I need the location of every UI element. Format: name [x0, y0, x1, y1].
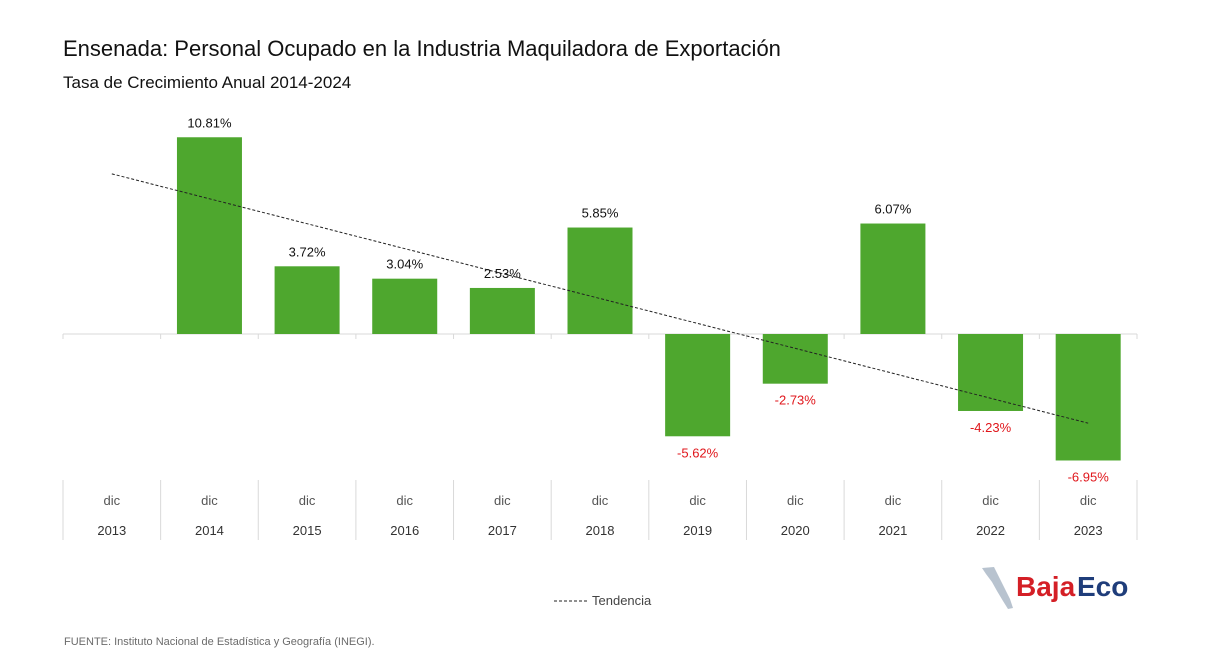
source-note: FUENTE: Instituto Nacional de Estadístic…: [64, 636, 375, 648]
data-label-2014: 10.81%: [187, 115, 232, 130]
data-label-2016: 3.04%: [386, 257, 423, 272]
category-year-label: 2013: [97, 523, 126, 538]
data-label-2019: -5.62%: [677, 445, 719, 460]
bar-2015: [274, 266, 340, 334]
category-month-label: dic: [396, 493, 413, 508]
category-year-label: 2017: [488, 523, 517, 538]
category-month-label: dic: [982, 493, 999, 508]
category-month-label: dic: [885, 493, 902, 508]
bar-2021: [860, 223, 926, 334]
category-year-label: 2021: [878, 523, 907, 538]
data-label-2017: 2.53%: [484, 266, 521, 281]
trend-line: [111, 173, 1089, 424]
bar-2023: [1055, 334, 1121, 461]
chart-title: Ensenada: Personal Ocupado en la Industr…: [63, 36, 781, 61]
bar-2017: [469, 287, 535, 334]
category-year-label: 2015: [293, 523, 322, 538]
bar-2019: [665, 334, 731, 437]
data-label-2023: -6.95%: [1068, 469, 1110, 484]
category-year-label: 2022: [976, 523, 1005, 538]
data-label-2015: 3.72%: [289, 244, 326, 259]
bar-2018: [567, 227, 633, 334]
category-month-label: dic: [1080, 493, 1097, 508]
bar-2022: [958, 334, 1024, 411]
data-label-2018: 5.85%: [582, 206, 619, 221]
category-month-label: dic: [592, 493, 609, 508]
chart-subtitle: Tasa de Crecimiento Anual 2014-2024: [63, 73, 352, 92]
category-month-label: dic: [787, 493, 804, 508]
logo-text-eco: Eco: [1077, 571, 1128, 602]
data-label-2022: -4.23%: [970, 420, 1012, 435]
category-month-label: dic: [494, 493, 511, 508]
data-label-2020: -2.73%: [775, 393, 817, 408]
category-year-label: 2016: [390, 523, 419, 538]
category-year-label: 2020: [781, 523, 810, 538]
bajaeco-logo: Baja Eco: [982, 567, 1128, 609]
baja-peninsula-icon: [982, 567, 1013, 609]
legend-trend-label: Tendencia: [592, 593, 652, 608]
category-year-label: 2014: [195, 523, 224, 538]
category-month-label: dic: [689, 493, 706, 508]
category-year-label: 2019: [683, 523, 712, 538]
logo-text-baja: Baja: [1016, 571, 1076, 602]
bar-2020: [762, 334, 828, 384]
bar-2014: [176, 137, 242, 334]
bar-2016: [372, 278, 438, 334]
category-year-label: 2023: [1074, 523, 1103, 538]
data-label-2021: 6.07%: [874, 202, 911, 217]
category-month-label: dic: [104, 493, 121, 508]
category-year-label: 2018: [586, 523, 615, 538]
category-month-label: dic: [201, 493, 218, 508]
category-month-label: dic: [299, 493, 316, 508]
